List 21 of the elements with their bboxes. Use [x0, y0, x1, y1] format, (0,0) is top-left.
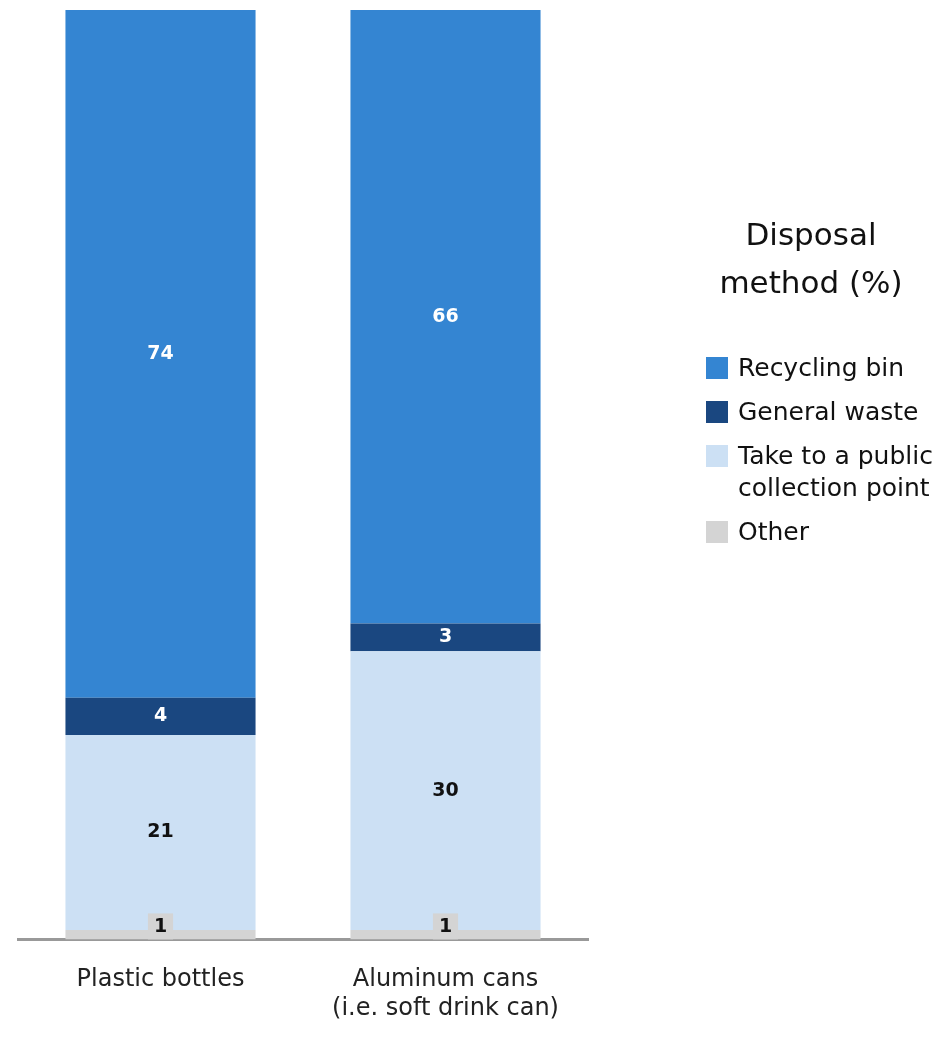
bar: [350, 10, 541, 624]
data-label: 1: [153, 914, 168, 937]
bar: [65, 697, 256, 735]
data-label: 66: [432, 303, 459, 326]
legend-label: Recycling bin: [738, 352, 905, 384]
bar: [350, 623, 541, 652]
data-label: 21: [147, 819, 174, 842]
legend-title: Disposal method (%): [718, 215, 904, 302]
x-tick-label: Plastic bottles: [76, 964, 245, 993]
legend-label: Take to a public collection point: [738, 440, 934, 504]
bar: [65, 10, 256, 698]
data-label: 4: [153, 703, 168, 726]
legend-label: Other: [738, 516, 809, 548]
bar: [65, 734, 256, 931]
x-tick-label: Aluminum cans (i.e. soft drink can): [332, 964, 559, 1021]
data-label: 74: [147, 340, 174, 363]
bar: [350, 651, 541, 931]
data-label: 1: [438, 914, 453, 937]
legend-label: General waste: [738, 396, 919, 428]
data-label: 3: [438, 624, 453, 647]
data-label: 30: [432, 777, 459, 800]
